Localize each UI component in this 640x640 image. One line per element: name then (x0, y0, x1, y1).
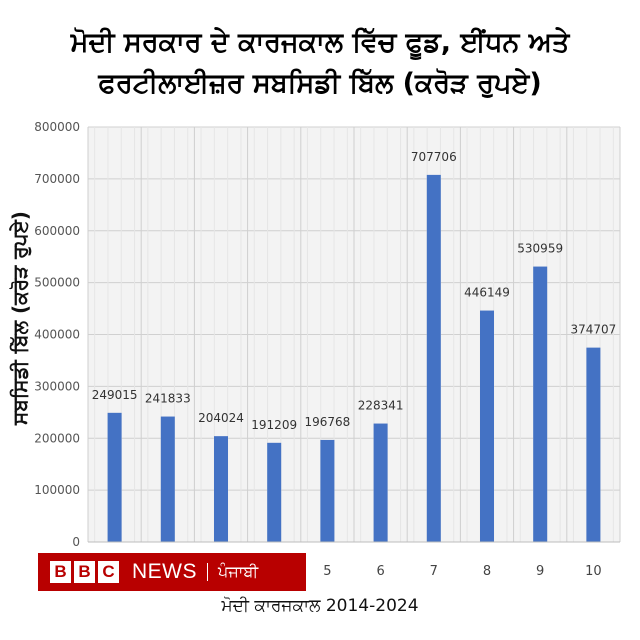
x-tick-label: 10 (585, 564, 602, 579)
data-label: 241833 (145, 392, 191, 406)
y-tick-label: 500000 (34, 276, 80, 290)
x-tick-label: 8 (483, 564, 491, 579)
data-label: 228341 (358, 399, 404, 413)
data-label: 196768 (304, 415, 350, 429)
data-label: 374707 (570, 323, 616, 337)
y-tick-label: 800000 (34, 120, 80, 134)
title-line-1: ਮੋਦੀ ਸਰਕਾਰ ਦੇ ਕਾਰਜਕਾਲ ਵਿੱਚ ਫੂਡ, ਈਂਧਨ ਅਤੇ (70, 27, 570, 58)
bar (426, 174, 441, 543)
bar (586, 347, 601, 542)
bbc-letter: B (50, 561, 71, 583)
title-line-2: ਫਰਟੀਲਾਈਜ਼ਰ ਸਬਸਿਡੀ ਬਿੱਲ (ਕਰੋੜ ਰੁਪਏ) (98, 68, 542, 99)
bar (160, 416, 175, 542)
x-tick-label: 5 (323, 564, 331, 579)
y-tick-label: 400000 (34, 328, 80, 342)
language-label: ਪੰਜਾਬੀ (218, 562, 259, 581)
y-tick-label: 300000 (34, 379, 80, 393)
data-label: 707706 (411, 150, 457, 164)
x-tick-label: 6 (376, 564, 384, 579)
x-axis-label: ਮੋਦੀ ਕਾਰਜਕਾਲ 2014-2024 (221, 596, 419, 616)
y-tick-label: 600000 (34, 224, 80, 238)
data-label: 191209 (251, 418, 297, 432)
bar (480, 310, 494, 542)
y-tick-label: 200000 (34, 431, 80, 445)
bar (214, 436, 228, 542)
bar (107, 412, 122, 542)
news-wordmark: NEWS (132, 560, 197, 583)
bar (533, 266, 548, 542)
chart-title: ਮੋਦੀ ਸਰਕਾਰ ਦੇ ਕਾਰਜਕਾਲ ਵਿੱਚ ਫੂਡ, ਈਂਧਨ ਅਤੇ… (0, 22, 640, 104)
bar (373, 423, 388, 542)
bbc-blocks: B B C (50, 561, 122, 583)
y-axis-label: ਸਬਸਿਡੀ ਬਿੱਲ (ਕਰੋੜ ਰੁਪਏ) (8, 211, 32, 425)
x-tick-label: 9 (536, 564, 544, 579)
bbc-letter: C (98, 561, 119, 583)
bbc-news-punjabi-logo: B B C NEWS ਪੰਜਾਬੀ (38, 553, 306, 591)
bar (267, 442, 282, 542)
data-label: 204024 (198, 411, 244, 425)
data-label: 530959 (517, 242, 563, 256)
y-tick-label: 100000 (34, 483, 80, 497)
y-tick-label: 0 (72, 535, 80, 549)
data-label: 446149 (464, 286, 510, 300)
bar (320, 439, 335, 542)
data-label: 249015 (92, 388, 138, 402)
y-tick-label: 700000 (34, 172, 80, 186)
bbc-letter: B (74, 561, 95, 583)
logo-separator (207, 563, 208, 581)
x-tick-label: 7 (430, 564, 438, 579)
